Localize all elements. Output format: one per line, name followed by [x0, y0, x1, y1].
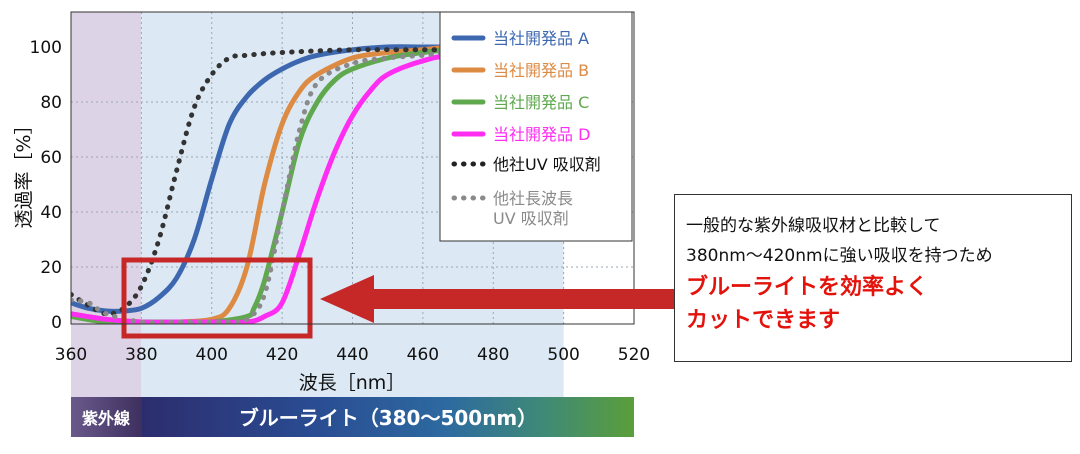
- y-axis-label: 透過率［%］: [13, 115, 35, 228]
- x-tick-label: 480: [477, 345, 509, 365]
- legend-label-line: UV 吸収剤: [493, 209, 569, 228]
- y-tick-label: 0: [51, 313, 62, 333]
- axes: [70, 11, 635, 325]
- callout-line-1: 一般的な紫外線吸収材と比較して: [686, 216, 941, 236]
- legend-label-5: 他社UV 吸収剤: [493, 155, 601, 174]
- callout-highlight-1: ブルーライトを効率よく: [686, 275, 929, 300]
- uv-region: [71, 12, 142, 324]
- highlight-box: [121, 257, 313, 339]
- legend-label-1: 当社開発品 A: [493, 29, 589, 48]
- plot-frame: [70, 11, 635, 325]
- y-tick-label: 80: [40, 93, 62, 113]
- y-tick-label: 20: [40, 258, 62, 278]
- legend-box: [439, 11, 633, 242]
- legend-label-2: 当社開発品 B: [493, 61, 589, 80]
- pointer-arrow: [320, 275, 675, 323]
- spectrum-bar: 紫外線 ブルーライト（380〜500nm）: [71, 397, 634, 437]
- x-tick-label: 460: [407, 345, 439, 365]
- y-tick-label: 40: [40, 203, 62, 223]
- series-line-6: [71, 49, 567, 324]
- x-tick-label: 400: [196, 345, 228, 365]
- legend-label-line: 他社UV 吸収剤: [493, 155, 601, 174]
- legend-label-line: 当社開発品 B: [493, 61, 589, 80]
- y-tick-labels: 0 20 40 60 80 100: [30, 38, 62, 333]
- series-line-5: [71, 47, 567, 317]
- uv-band: [71, 397, 142, 437]
- legend-label-line: 他社長波長: [493, 189, 573, 208]
- x-tick-label: 380: [125, 345, 157, 365]
- callout-line-2: 380nm〜420nmに強い吸収を持つため: [686, 246, 993, 266]
- x-tick-labels: 360 380 400 420 440 460 480 500 520: [55, 345, 650, 365]
- arrow-shaft: [368, 289, 675, 309]
- x-tick-label: 360: [55, 345, 87, 365]
- x-tick-label: 440: [336, 345, 368, 365]
- legend-label-3: 当社開発品 C: [493, 93, 589, 112]
- legend-label-line: 当社開発品 C: [493, 93, 589, 112]
- legend-label-6: 他社長波長 UV 吸収剤: [493, 189, 573, 228]
- x-tick-label: 420: [266, 345, 298, 365]
- legend-label-line: 当社開発品 D: [493, 125, 590, 144]
- y-tick-label: 100: [30, 38, 62, 58]
- legend-label-4: 当社開発品 D: [493, 125, 590, 144]
- series-lines: [71, 44, 567, 324]
- y-tick-label: 60: [40, 148, 62, 168]
- uv-band-label: 紫外線: [82, 409, 130, 428]
- callout-highlight-2: カットできます: [686, 308, 841, 333]
- blue-light-band: [142, 397, 634, 437]
- x-axis-label: 波長［nm］: [299, 372, 406, 394]
- x-tick-label: 500: [547, 345, 579, 365]
- callout-box: 一般的な紫外線吸収材と比較して 380nm〜420nmに強い吸収を持つため ブル…: [674, 194, 1072, 362]
- blue-light-band-label: ブルーライト（380〜500nm）: [239, 406, 538, 430]
- x-tick-label: 520: [618, 345, 650, 365]
- arrow-head: [320, 275, 374, 323]
- legend-label-line: 当社開発品 A: [493, 29, 589, 48]
